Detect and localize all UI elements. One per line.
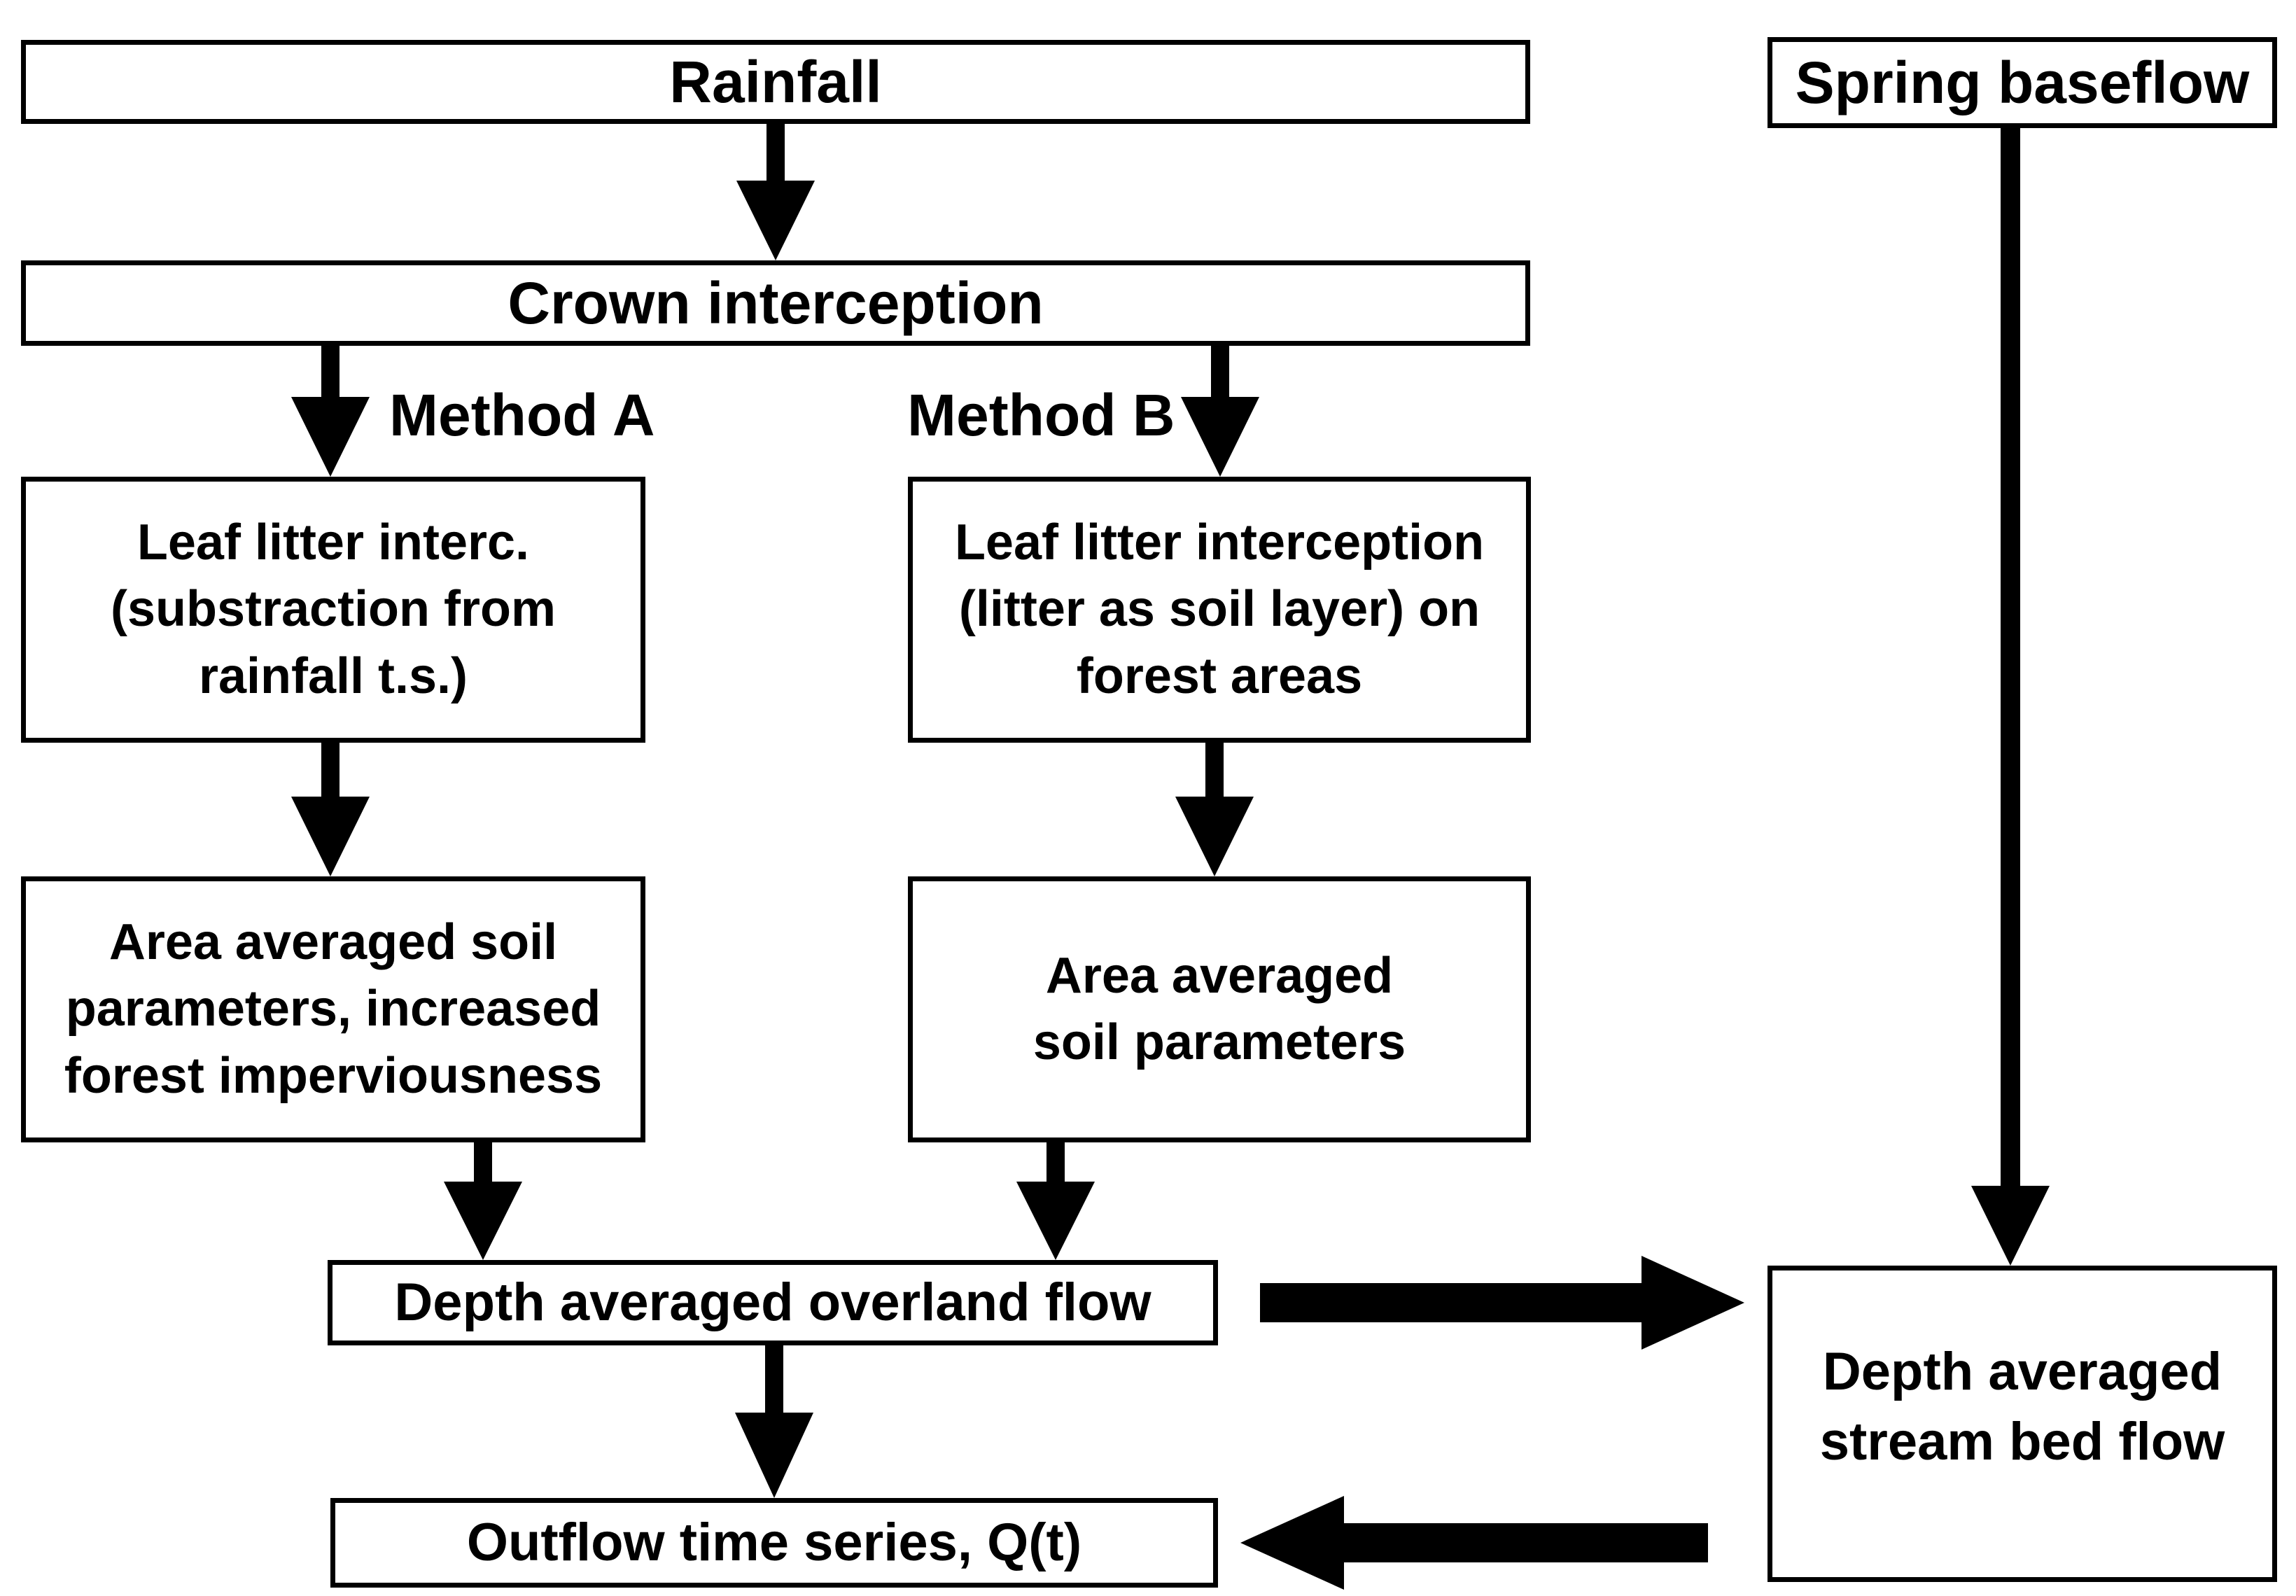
arrow-crown-to-leaf-a <box>291 346 370 477</box>
arrow-rainfall-to-crown <box>736 124 815 260</box>
node-leaf-litter-method-a: Leaf litter interc. (substraction from r… <box>21 477 645 743</box>
arrow-streambed-to-outflow <box>1240 1496 1708 1590</box>
node-crown-interception: Crown interception <box>21 260 1530 346</box>
arrow-overland-to-outflow <box>735 1345 813 1498</box>
node-soil-params-method-b: Area averaged soil parameters <box>908 876 1531 1142</box>
arrow-soil-a-to-overland <box>444 1142 522 1260</box>
stream-bed-flow-label: Depth averaged stream bed flow <box>1819 1342 2225 1472</box>
node-soil-params-method-a: Area averaged soil parameters, increased… <box>21 876 645 1142</box>
arrow-leaf-b-to-soil-b <box>1175 743 1254 876</box>
edge-label-method-a: Method A <box>389 382 655 448</box>
arrow-soil-b-to-overland <box>1016 1142 1095 1260</box>
arrow-crown-to-leaf-b <box>1181 346 1259 477</box>
node-stream-bed-flow: Depth averaged stream bed flow <box>1768 1266 2277 1582</box>
node-overland-flow: Depth averaged overland flow <box>328 1260 1218 1345</box>
arrow-spring-to-streambed <box>1971 128 2050 1266</box>
node-leaf-litter-method-b: Leaf litter interception (litter as soil… <box>908 477 1531 743</box>
node-spring-baseflow: Spring baseflow <box>1768 37 2277 128</box>
node-outflow-time-series: Outflow time series, Q(t) <box>330 1498 1218 1588</box>
arrow-leaf-a-to-soil-a <box>291 743 370 876</box>
edge-label-method-b: Method B <box>907 382 1175 448</box>
arrow-overland-to-streambed <box>1260 1256 1744 1350</box>
node-rainfall: Rainfall <box>21 40 1530 124</box>
